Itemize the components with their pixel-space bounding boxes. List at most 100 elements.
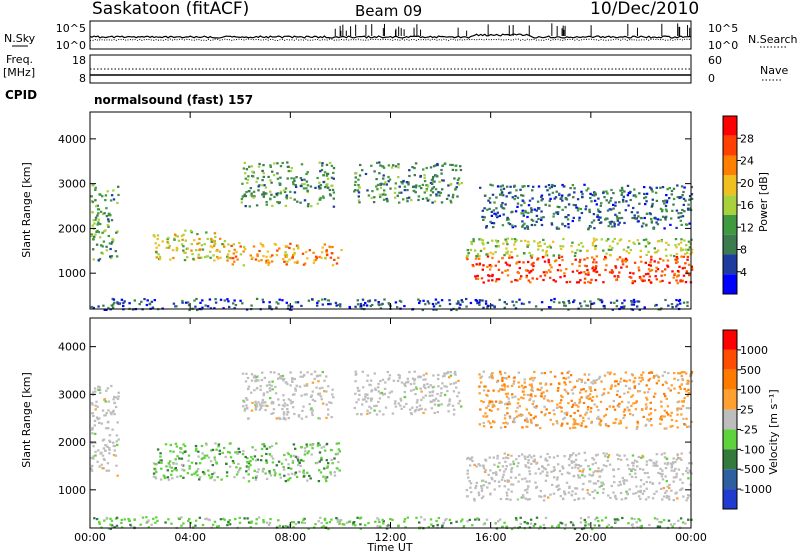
heatmap-cell: [527, 459, 530, 462]
heatmap-cell: [440, 172, 443, 175]
heatmap-cell: [556, 454, 559, 458]
heatmap-cell: [674, 238, 678, 241]
heatmap-cell: [321, 371, 324, 374]
heatmap-cell: [337, 461, 340, 464]
heatmap-cell: [583, 271, 586, 274]
heatmap-cell: [175, 249, 178, 252]
heatmap-cell: [661, 415, 664, 418]
heatmap-cell: [651, 204, 654, 207]
heatmap-cell: [503, 470, 506, 473]
heatmap-cell: [283, 260, 286, 263]
heatmap-cell: [593, 239, 596, 243]
heatmap-cell: [322, 196, 325, 199]
heatmap-cell: [615, 393, 619, 396]
heatmap-cell: [665, 489, 668, 493]
heatmap-cell: [213, 456, 216, 459]
heatmap-cell: [467, 476, 470, 479]
heatmap-cell: [566, 392, 570, 395]
heatmap-cell: [203, 473, 206, 476]
heatmap-cell: [397, 402, 400, 405]
heatmap-cell: [569, 427, 572, 430]
heatmap-cell: [685, 467, 689, 470]
heatmap-cell: [364, 301, 367, 305]
heatmap-cell: [533, 523, 537, 526]
heatmap-cell: [196, 474, 199, 477]
heatmap-cell: [517, 480, 520, 483]
heatmap-cell: [487, 482, 491, 485]
heatmap-cell: [92, 238, 95, 241]
heatmap-cell: [488, 408, 492, 412]
heatmap-cell: [308, 474, 311, 477]
heatmap-cell: [637, 518, 640, 521]
heatmap-cell: [247, 460, 250, 464]
heatmap-cell: [567, 299, 570, 303]
heatmap-cell: [378, 161, 381, 164]
heatmap-cell: [197, 455, 200, 458]
heatmap-cell: [206, 237, 209, 240]
heatmap-cell: [302, 374, 306, 377]
heatmap-cell: [533, 240, 536, 243]
heatmap-cell: [112, 526, 115, 529]
heatmap-cell: [638, 276, 642, 279]
heatmap-cell: [301, 183, 304, 186]
heatmap-cell: [482, 264, 485, 267]
heatmap-cell: [361, 370, 364, 373]
heatmap-cell: [181, 452, 184, 455]
heatmap-cell: [256, 254, 259, 258]
heatmap-cell: [659, 280, 662, 283]
heatmap-cell: [612, 421, 615, 425]
heatmap-cell: [535, 424, 538, 427]
heatmap-cell: [321, 298, 324, 301]
heatmap-cell: [112, 189, 115, 192]
heatmap-cell: [262, 245, 265, 248]
heatmap-cell: [675, 472, 678, 475]
heatmap-cell: [287, 473, 290, 476]
heatmap-cell: [138, 303, 141, 306]
heatmap-cell: [504, 392, 508, 396]
heatmap-cell: [370, 399, 373, 402]
heatmap-cell: [503, 417, 507, 420]
heatmap-cell: [388, 391, 392, 394]
heatmap-cell: [524, 497, 528, 500]
power-colorbar-label: Power [dB]: [757, 172, 770, 232]
heatmap-cell: [586, 257, 589, 260]
heatmap-cell: [287, 453, 290, 456]
heatmap-cell: [401, 182, 404, 185]
heatmap-cell: [457, 300, 460, 303]
nave-tick-top: 60: [708, 54, 722, 67]
heatmap-cell: [557, 488, 560, 491]
heatmap-cell: [660, 418, 663, 421]
heatmap-cell: [575, 463, 578, 466]
heatmap-cell: [373, 372, 376, 375]
heatmap-cell: [462, 524, 466, 528]
heatmap-cell: [615, 497, 618, 501]
heatmap-cell: [292, 248, 296, 251]
heatmap-cell: [432, 175, 435, 179]
heatmap-cell: [327, 413, 330, 416]
heatmap-cell: [388, 303, 391, 306]
heatmap-cell: [501, 224, 505, 227]
heatmap-cell: [587, 373, 591, 376]
heatmap-cell: [535, 277, 539, 280]
heatmap-cell: [685, 223, 689, 226]
heatmap-cell: [522, 302, 525, 306]
heatmap-cell: [180, 447, 183, 450]
heatmap-cell: [601, 468, 604, 471]
heatmap-cell: [273, 195, 276, 198]
heatmap-cell: [377, 303, 380, 306]
heatmap-cell: [625, 458, 629, 461]
heatmap-cell: [490, 476, 493, 479]
heatmap-cell: [268, 380, 271, 384]
heatmap-cell: [660, 521, 663, 524]
power-y-axis-label: Slant Range [km]: [20, 162, 33, 258]
heatmap-cell: [632, 464, 635, 467]
heatmap-cell: [657, 471, 660, 475]
heatmap-cell: [451, 163, 454, 167]
heatmap-cell: [541, 470, 544, 473]
heatmap-cell: [348, 305, 351, 309]
heatmap-cell: [619, 483, 622, 486]
heatmap-cell: [504, 403, 507, 406]
heatmap-cell: [348, 520, 351, 523]
heatmap-cell: [159, 455, 162, 458]
heatmap-cell: [207, 474, 211, 477]
